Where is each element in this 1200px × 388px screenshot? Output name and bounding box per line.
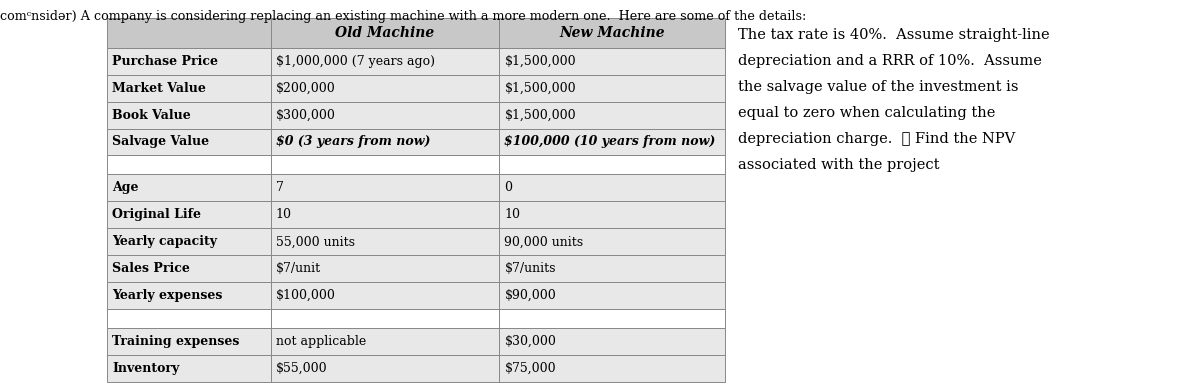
- Bar: [271, 201, 499, 228]
- Text: depreciation and a RRR of 10%.  Assume: depreciation and a RRR of 10%. Assume: [738, 54, 1042, 68]
- Bar: [499, 355, 725, 382]
- Bar: [499, 201, 725, 228]
- Bar: [499, 255, 725, 282]
- Bar: [271, 255, 499, 282]
- Text: Market Value: Market Value: [112, 81, 206, 95]
- Text: $100,000 (10 years from now): $100,000 (10 years from now): [504, 135, 715, 149]
- Bar: [499, 282, 725, 309]
- Text: Training expenses: Training expenses: [112, 335, 239, 348]
- Bar: [107, 128, 271, 156]
- Text: 10: 10: [504, 208, 521, 221]
- Bar: [499, 309, 725, 328]
- Text: Age: Age: [112, 182, 138, 194]
- Text: $55,000: $55,000: [276, 362, 328, 375]
- Bar: [271, 355, 499, 382]
- Bar: [271, 48, 499, 74]
- Bar: [107, 328, 271, 355]
- Bar: [271, 175, 499, 201]
- Text: $30,000: $30,000: [504, 335, 557, 348]
- Bar: [499, 175, 725, 201]
- Text: $7/units: $7/units: [504, 262, 556, 275]
- Text: $300,000: $300,000: [276, 109, 336, 121]
- Bar: [107, 102, 271, 128]
- Text: comᶜnsidər) A company is considering replacing an existing machine with a more m: comᶜnsidər) A company is considering rep…: [0, 10, 806, 23]
- Bar: [499, 328, 725, 355]
- Text: $1,500,000: $1,500,000: [504, 109, 576, 121]
- Bar: [271, 328, 499, 355]
- Text: Book Value: Book Value: [112, 109, 191, 121]
- Bar: [271, 156, 499, 175]
- Bar: [271, 102, 499, 128]
- Bar: [107, 282, 271, 309]
- Bar: [107, 228, 271, 255]
- Bar: [271, 128, 499, 156]
- Bar: [107, 74, 271, 102]
- Text: $1,500,000: $1,500,000: [504, 55, 576, 68]
- Bar: [107, 48, 271, 74]
- Text: Salvage Value: Salvage Value: [112, 135, 209, 149]
- Text: 10: 10: [276, 208, 292, 221]
- Bar: [271, 18, 499, 48]
- Text: The tax rate is 40%.  Assume straight-line: The tax rate is 40%. Assume straight-lin…: [738, 28, 1050, 42]
- Bar: [271, 309, 499, 328]
- Bar: [107, 309, 271, 328]
- Bar: [107, 201, 271, 228]
- Text: $1,000,000 (7 years ago): $1,000,000 (7 years ago): [276, 55, 434, 68]
- Text: Old Machine: Old Machine: [336, 26, 434, 40]
- Bar: [499, 74, 725, 102]
- Bar: [107, 255, 271, 282]
- Text: Purchase Price: Purchase Price: [112, 55, 218, 68]
- Bar: [499, 48, 725, 74]
- Text: $90,000: $90,000: [504, 289, 556, 302]
- Text: Original Life: Original Life: [112, 208, 202, 221]
- Bar: [271, 282, 499, 309]
- Bar: [271, 228, 499, 255]
- Text: Yearly capacity: Yearly capacity: [112, 235, 217, 248]
- Bar: [499, 128, 725, 156]
- Text: New Machine: New Machine: [559, 26, 665, 40]
- Text: Sales Price: Sales Price: [112, 262, 190, 275]
- Text: $1,500,000: $1,500,000: [504, 81, 576, 95]
- Text: 55,000 units: 55,000 units: [276, 235, 355, 248]
- Text: $0 (3 years from now): $0 (3 years from now): [276, 135, 430, 149]
- Text: depreciation charge.  ❶ Find the NPV: depreciation charge. ❶ Find the NPV: [738, 132, 1015, 146]
- Text: associated with the project: associated with the project: [738, 158, 940, 172]
- Text: $7/unit: $7/unit: [276, 262, 320, 275]
- Text: not applicable: not applicable: [276, 335, 366, 348]
- Text: Yearly expenses: Yearly expenses: [112, 289, 222, 302]
- Text: 90,000 units: 90,000 units: [504, 235, 583, 248]
- Bar: [499, 228, 725, 255]
- Bar: [499, 102, 725, 128]
- Text: $100,000: $100,000: [276, 289, 336, 302]
- Bar: [499, 156, 725, 175]
- Bar: [107, 355, 271, 382]
- Text: 7: 7: [276, 182, 283, 194]
- Text: 0: 0: [504, 182, 512, 194]
- Bar: [107, 18, 271, 48]
- Bar: [499, 18, 725, 48]
- Text: Inventory: Inventory: [112, 362, 179, 375]
- Bar: [271, 74, 499, 102]
- Text: $75,000: $75,000: [504, 362, 556, 375]
- Text: equal to zero when calculating the: equal to zero when calculating the: [738, 106, 995, 120]
- Text: $200,000: $200,000: [276, 81, 336, 95]
- Bar: [107, 156, 271, 175]
- Bar: [107, 175, 271, 201]
- Text: the salvage value of the investment is: the salvage value of the investment is: [738, 80, 1019, 94]
